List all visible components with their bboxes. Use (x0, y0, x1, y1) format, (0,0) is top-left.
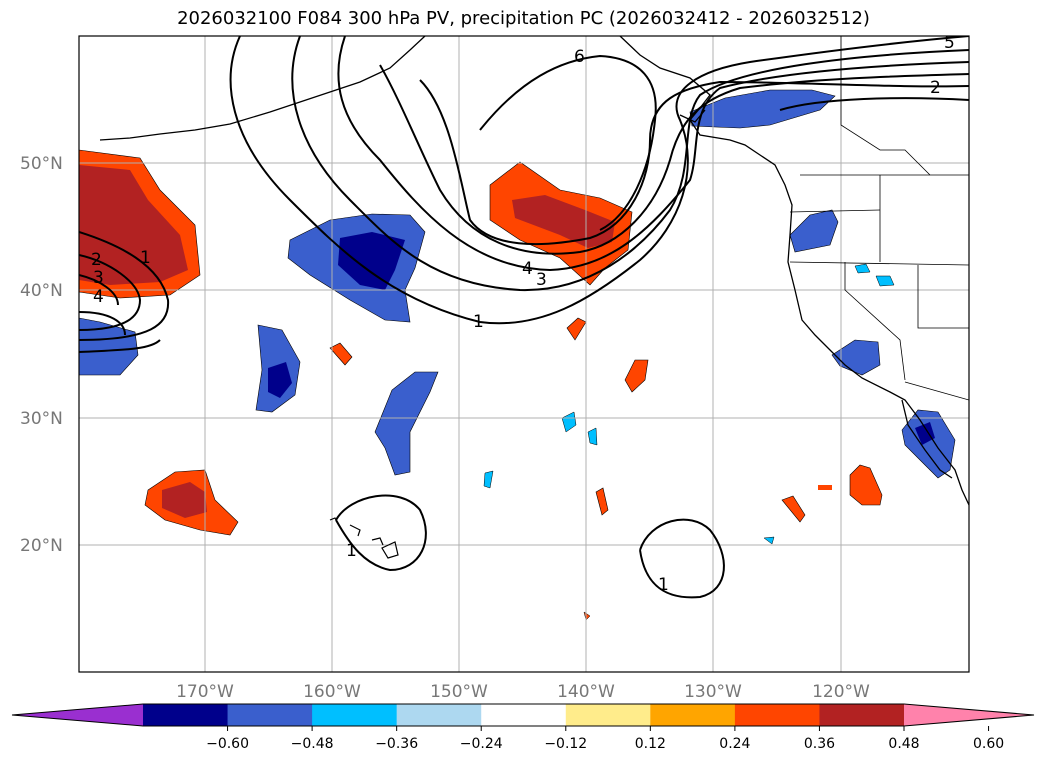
positive-precip-anomaly-region (624, 359, 649, 393)
colorbar-extend-high (904, 704, 1034, 726)
latitude-label: 50°N (20, 154, 63, 174)
pv-contour-label: 3 (536, 270, 547, 290)
latitude-label: 30°N (20, 409, 63, 429)
pv-contours (79, 36, 969, 599)
colorbar-tick-label: −0.36 (375, 736, 418, 752)
negative-precip-anomaly-region (561, 411, 577, 433)
pv-contour-label: 6 (574, 47, 585, 67)
pv-contour-label: 1 (140, 248, 151, 268)
colorbar-outline (11, 703, 1035, 727)
positive-precip-anomaly-region (781, 495, 806, 523)
colorbar-tick-label: 0.60 (973, 736, 1004, 752)
negative-precip-anomaly-region (831, 339, 881, 376)
longitude-label: 120°W (812, 682, 870, 702)
colorbar-tick-label: 0.24 (719, 736, 750, 752)
pv-contour-label: 2 (930, 78, 941, 98)
colorbar-segment (819, 704, 905, 726)
negative-precip-anomaly-region (374, 371, 439, 476)
pv-contour-label: 1 (346, 541, 357, 561)
colorbar-tick-label: 0.48 (888, 736, 919, 752)
negative-precip-anomaly-region (901, 409, 956, 479)
colorbar-segment (481, 704, 567, 726)
state-borders (789, 36, 969, 401)
negative-precip-anomaly-region (287, 213, 426, 323)
latitude-label: 20°N (20, 536, 63, 556)
pv-contour-label: 1 (658, 575, 669, 595)
positive-precip-anomaly-region (144, 469, 239, 536)
pv-contour-label: 1 (473, 312, 484, 332)
positive-precip-anomaly-region (595, 487, 609, 516)
negative-precip-anomaly-region (763, 536, 775, 545)
positive-precip-anomaly-region (849, 464, 883, 506)
colorbar-tick-label: 0.12 (635, 736, 666, 752)
positive-precip-anomaly-region (329, 342, 353, 366)
positive-precip-anomaly-region (818, 485, 832, 490)
positive-precip-anomaly-region (489, 161, 633, 286)
colorbar-tick-label: −0.24 (460, 736, 503, 752)
colorbar-segment (143, 704, 229, 726)
colorbar-segment (312, 704, 398, 726)
pv-contour-label: 4 (522, 259, 533, 279)
pv-contour-label: 3 (93, 268, 104, 288)
colorbar-tick-label: −0.12 (544, 736, 587, 752)
colorbar-tick-label: −0.48 (291, 736, 334, 752)
longitude-label: 160°W (303, 682, 361, 702)
colorbar-segment (396, 704, 482, 726)
colorbar-segment (650, 704, 736, 726)
negative-precip-anomaly-region (255, 324, 301, 413)
colorbar-tick-label: −0.60 (206, 736, 249, 752)
colorbar-segment (565, 704, 651, 726)
pv-contour-label: 4 (93, 287, 104, 307)
hawaiian-islands (329, 517, 399, 559)
negative-precip-anomaly-region (854, 263, 871, 274)
latitude-label: 40°N (20, 281, 63, 301)
negative-precip-anomaly-region (587, 427, 598, 446)
map-title: 2026032100 F084 300 hPa PV, precipitatio… (177, 8, 870, 29)
negative-precip-anomaly-region (483, 470, 494, 489)
colorbar-tick-label: 0.36 (804, 736, 835, 752)
longitude-label: 130°W (684, 682, 742, 702)
map-plot-area: 6 5 4 3 2 1 1 2 3 4 1 1 (79, 33, 969, 672)
pv-contour-label: 5 (944, 33, 955, 53)
map-frame (78, 35, 970, 673)
longitude-label: 140°W (557, 682, 615, 702)
longitude-labels: 170°W 160°W 150°W 140°W 130°W 120°W (176, 682, 870, 702)
negative-precip-anomaly-region (689, 89, 836, 129)
pv-contour-labels: 6 5 4 3 2 1 1 2 3 4 1 1 (91, 33, 955, 595)
longitude-label: 150°W (430, 682, 488, 702)
colorbar-extend-low (12, 704, 143, 726)
negative-precip-anomaly-region (789, 209, 839, 253)
colorbar-segment (734, 704, 820, 726)
negative-precip-anomaly-region (875, 275, 895, 287)
colorbar: −0.60 −0.48 −0.36 −0.24 −0.12 0.12 0.24 0.36 0.4… (11, 703, 1035, 752)
negative-precip-anomaly-region (79, 317, 139, 376)
colorbar-segment (227, 704, 313, 726)
positive-precip-anomaly-region (79, 149, 201, 299)
longitude-label: 170°W (176, 682, 234, 702)
latitude-labels: 50°N 40°N 30°N 20°N (20, 154, 63, 556)
pv-contour-label: 2 (91, 250, 102, 270)
